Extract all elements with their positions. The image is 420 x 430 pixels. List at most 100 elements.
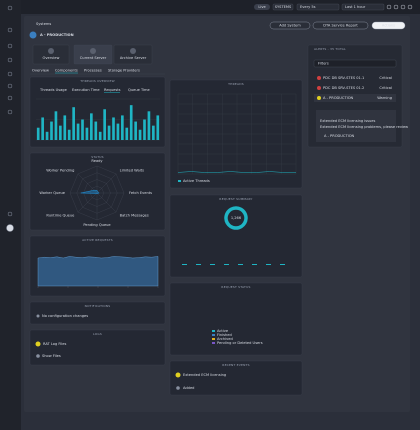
sidebar-icon[interactable] — [7, 211, 13, 217]
alerts-title: ALERTS - 35 TOTAL — [314, 47, 346, 51]
alert-name[interactable]: PDC DB SRV-STES 01.2 — [323, 86, 364, 90]
alert-name[interactable]: PDC DB SRV-STES 01.1 — [323, 76, 364, 80]
legend-swatch — [212, 342, 215, 344]
top-icon[interactable] — [400, 4, 406, 10]
bar — [36, 127, 40, 140]
sidebar-icon[interactable] — [7, 27, 13, 33]
bar — [152, 125, 155, 140]
top-icon[interactable] — [407, 4, 413, 10]
chart-tab[interactable]: Queue Time — [128, 88, 151, 92]
mini-bar — [280, 264, 285, 265]
radar-label: Worker Pending — [46, 168, 74, 172]
tile-icon — [130, 48, 136, 54]
sidebar-icon[interactable] — [7, 5, 13, 11]
event-item[interactable]: Extended ECM licensing — [183, 373, 226, 377]
radar-label: Ready — [91, 159, 103, 163]
bar — [85, 127, 89, 140]
alert-detail-link[interactable]: A - PRODUCTION — [324, 134, 355, 138]
log-item[interactable]: Show Files — [42, 354, 61, 358]
tab[interactable]: Components — [55, 69, 78, 73]
top-icon[interactable] — [393, 4, 399, 10]
header-button-label[interactable]: Add System — [279, 24, 301, 28]
tab[interactable]: Processes — [84, 69, 102, 73]
header-button-label[interactable]: DTA Service Report — [323, 24, 358, 28]
bar — [94, 121, 98, 140]
alert-row[interactable] — [314, 74, 396, 82]
sidebar-icon[interactable] — [6, 224, 14, 232]
sidebar-icon[interactable] — [7, 109, 13, 115]
radar-label: Worker Queue — [39, 191, 65, 195]
alert-name[interactable]: A - PRODUCTION — [323, 96, 354, 100]
event-item[interactable]: Added — [183, 386, 194, 390]
sidebar-icon[interactable] — [7, 95, 13, 101]
systems: SYSTEMS — [275, 5, 292, 9]
panel-title: THREADS OVERVIEW — [79, 79, 114, 83]
tile[interactable] — [73, 44, 113, 65]
tab[interactable]: Overview — [32, 69, 49, 73]
bar — [138, 129, 142, 140]
chart-tab[interactable]: Threads Usage — [39, 88, 68, 92]
radar-spoke — [77, 173, 98, 194]
bar — [63, 115, 67, 140]
chart-tab[interactable]: Execution Time — [72, 88, 100, 92]
legend-swatch — [212, 334, 215, 336]
radar-spoke — [96, 192, 117, 213]
bar — [147, 111, 151, 140]
radar-label: Fetch Events — [129, 191, 152, 195]
tile-label[interactable]: Current Server — [80, 56, 107, 60]
legend-swatch — [212, 330, 215, 332]
bar — [129, 105, 133, 140]
tile[interactable] — [32, 44, 70, 65]
tile-label[interactable]: Overview — [43, 56, 60, 60]
alert-row[interactable] — [314, 84, 396, 92]
header-button[interactable] — [312, 21, 369, 30]
refresh: Every 5s — [300, 5, 316, 9]
bar — [107, 125, 111, 140]
panel — [169, 360, 303, 396]
alert-detail-title: Extended ECM licensing issues — [320, 119, 375, 123]
sidebar — [0, 0, 21, 430]
panel-title: REQUEST STATUS — [221, 285, 250, 289]
mini-bar — [266, 264, 271, 265]
header-button[interactable] — [371, 21, 406, 30]
bar — [134, 121, 137, 140]
log-item[interactable]: RAT Log Files — [43, 342, 66, 346]
filter-label[interactable]: Filters — [318, 62, 329, 66]
bar — [121, 115, 124, 140]
range-select[interactable] — [341, 3, 385, 11]
alert-status: Critical — [379, 76, 392, 80]
chart-tab[interactable]: Requests — [104, 88, 121, 92]
filter-box[interactable] — [313, 59, 397, 68]
tab[interactable]: Storage Providers — [108, 69, 140, 73]
log-icon — [35, 341, 41, 347]
header-button[interactable] — [269, 21, 311, 30]
live-pill[interactable] — [254, 4, 270, 10]
header-button-label[interactable]: Actions — [382, 24, 395, 28]
alert-row[interactable] — [314, 94, 396, 102]
bar — [116, 123, 120, 140]
alert-status: Critical — [379, 86, 392, 90]
top-icon[interactable] — [386, 4, 392, 10]
sidebar-icon[interactable] — [7, 71, 13, 77]
radar-label: Pending Queue — [83, 223, 111, 227]
sidebar-icon[interactable] — [7, 83, 13, 89]
bar — [72, 107, 75, 140]
log-icon — [36, 354, 40, 358]
legend-label: Finished — [217, 333, 232, 337]
panel-title: REQUEST SUMMARY — [219, 197, 252, 201]
sidebar-icon[interactable] — [7, 43, 13, 49]
radar-label: Limited Waits — [120, 168, 144, 172]
area — [37, 256, 159, 287]
systems-btn[interactable] — [272, 3, 294, 11]
tile-icon — [90, 48, 96, 54]
bar — [156, 115, 160, 140]
alert-icon — [317, 96, 321, 100]
tile-label[interactable]: Archive Server — [120, 56, 147, 60]
bar — [45, 131, 49, 140]
refresh-select[interactable] — [296, 3, 340, 11]
bar — [50, 121, 53, 140]
alert-detail — [316, 110, 396, 142]
sidebar-icon[interactable] — [7, 57, 13, 63]
tile[interactable] — [113, 44, 153, 65]
